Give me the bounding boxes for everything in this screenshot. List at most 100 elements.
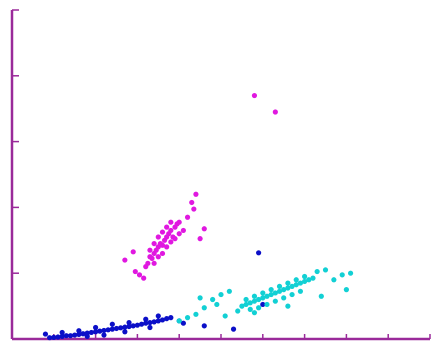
scatter-point: [260, 290, 266, 296]
scatter-point: [88, 329, 95, 336]
scatter-point: [55, 334, 61, 340]
scatter-point: [51, 334, 57, 340]
scatter-point: [314, 268, 320, 275]
scatter-point: [272, 109, 278, 115]
scatter-point: [297, 288, 304, 294]
scatter-point: [72, 332, 78, 338]
scatter-point: [285, 285, 291, 291]
scatter-point: [243, 296, 249, 303]
scatter-point: [136, 272, 143, 278]
scatter-point: [289, 291, 295, 298]
scatter-point: [134, 322, 140, 328]
scatter-point: [42, 331, 49, 337]
scatter-point: [310, 275, 316, 281]
scatter-point: [159, 250, 166, 257]
scatter-point: [256, 305, 262, 311]
scatter-point: [306, 277, 312, 283]
scatter-point: [281, 295, 287, 301]
scatter-point: [159, 242, 166, 248]
scatter-point: [126, 319, 132, 326]
scatter-point: [97, 328, 103, 334]
scatter-point: [239, 303, 245, 309]
scatter-point: [180, 227, 186, 234]
scatter-point: [191, 206, 197, 212]
scatter-point: [155, 313, 161, 319]
scatter-point: [159, 229, 166, 235]
scatter-point: [145, 260, 151, 266]
scatter-point: [184, 214, 191, 220]
scatter-point: [176, 318, 182, 324]
scatter-point: [201, 305, 207, 311]
scatter-point: [247, 300, 253, 306]
scatter-point: [147, 324, 153, 331]
scatter-point: [122, 324, 128, 330]
scatter-point: [197, 236, 203, 242]
scatter-point: [164, 316, 170, 322]
scatter-point: [264, 301, 270, 308]
scatter-point: [243, 301, 249, 308]
scatter-point: [164, 224, 170, 230]
scatter-point: [109, 321, 115, 327]
scatter-point: [151, 240, 157, 247]
scatter-point: [105, 327, 111, 333]
scatter-point: [247, 306, 253, 312]
scatter-point: [230, 326, 237, 332]
scatter-point: [302, 278, 308, 285]
scatter-point: [130, 323, 136, 329]
scatter-point: [59, 329, 65, 336]
scatter-point: [132, 268, 138, 275]
scatter-point: [80, 331, 86, 337]
scatter-point: [151, 319, 157, 325]
scatter-point: [235, 308, 241, 314]
scatter-point: [172, 236, 178, 242]
scatter-point: [226, 288, 232, 294]
scatter-point: [155, 318, 161, 324]
scatter-point: [101, 332, 107, 338]
scatter-point: [264, 293, 270, 299]
scatter-point: [168, 239, 174, 245]
scatter-point: [285, 280, 291, 286]
scatter-point: [168, 315, 174, 321]
scatter-point: [276, 288, 283, 294]
axes-layer: [10, 9, 431, 341]
scatter-point: [76, 328, 82, 334]
scatter-point: [318, 293, 324, 299]
scatter-point: [272, 298, 278, 304]
scatter-point: [93, 324, 99, 331]
scatter-point: [285, 303, 291, 309]
scatter-point: [251, 293, 258, 299]
scatter-point: [109, 326, 115, 332]
scatter-point: [214, 301, 220, 308]
scatter-point: [339, 272, 345, 278]
scatter-point: [84, 333, 90, 339]
scatter-point: [59, 333, 65, 339]
scatter-point: [122, 257, 128, 263]
scatter-point: [343, 287, 349, 293]
scatter-point: [168, 219, 174, 225]
scatter-point: [147, 319, 153, 326]
scatter-point: [63, 333, 69, 339]
scatter-point: [130, 249, 136, 255]
scatter-point: [276, 283, 283, 289]
scatter-point: [67, 333, 74, 339]
scatter-point: [164, 244, 170, 250]
scatter-point: [218, 291, 224, 298]
scatter-point: [180, 320, 186, 326]
scatter-point: [201, 226, 207, 232]
scatter-point: [143, 316, 149, 322]
scatter-point: [256, 250, 262, 256]
scatter-point: [197, 295, 203, 301]
scatter-point: [126, 323, 132, 330]
scatter-point: [331, 277, 337, 283]
scatter-point: [268, 287, 274, 293]
scatter-point: [302, 273, 308, 280]
scatter-point: [251, 92, 258, 99]
scatter-point: [251, 310, 258, 316]
scatter-point: [281, 287, 287, 293]
scatter-point: [147, 247, 153, 253]
scatter-point: [297, 280, 304, 286]
scatter-point: [141, 275, 147, 281]
scatter-point: [93, 329, 99, 335]
scatter-point: [151, 260, 157, 266]
scatter-point: [149, 255, 155, 261]
